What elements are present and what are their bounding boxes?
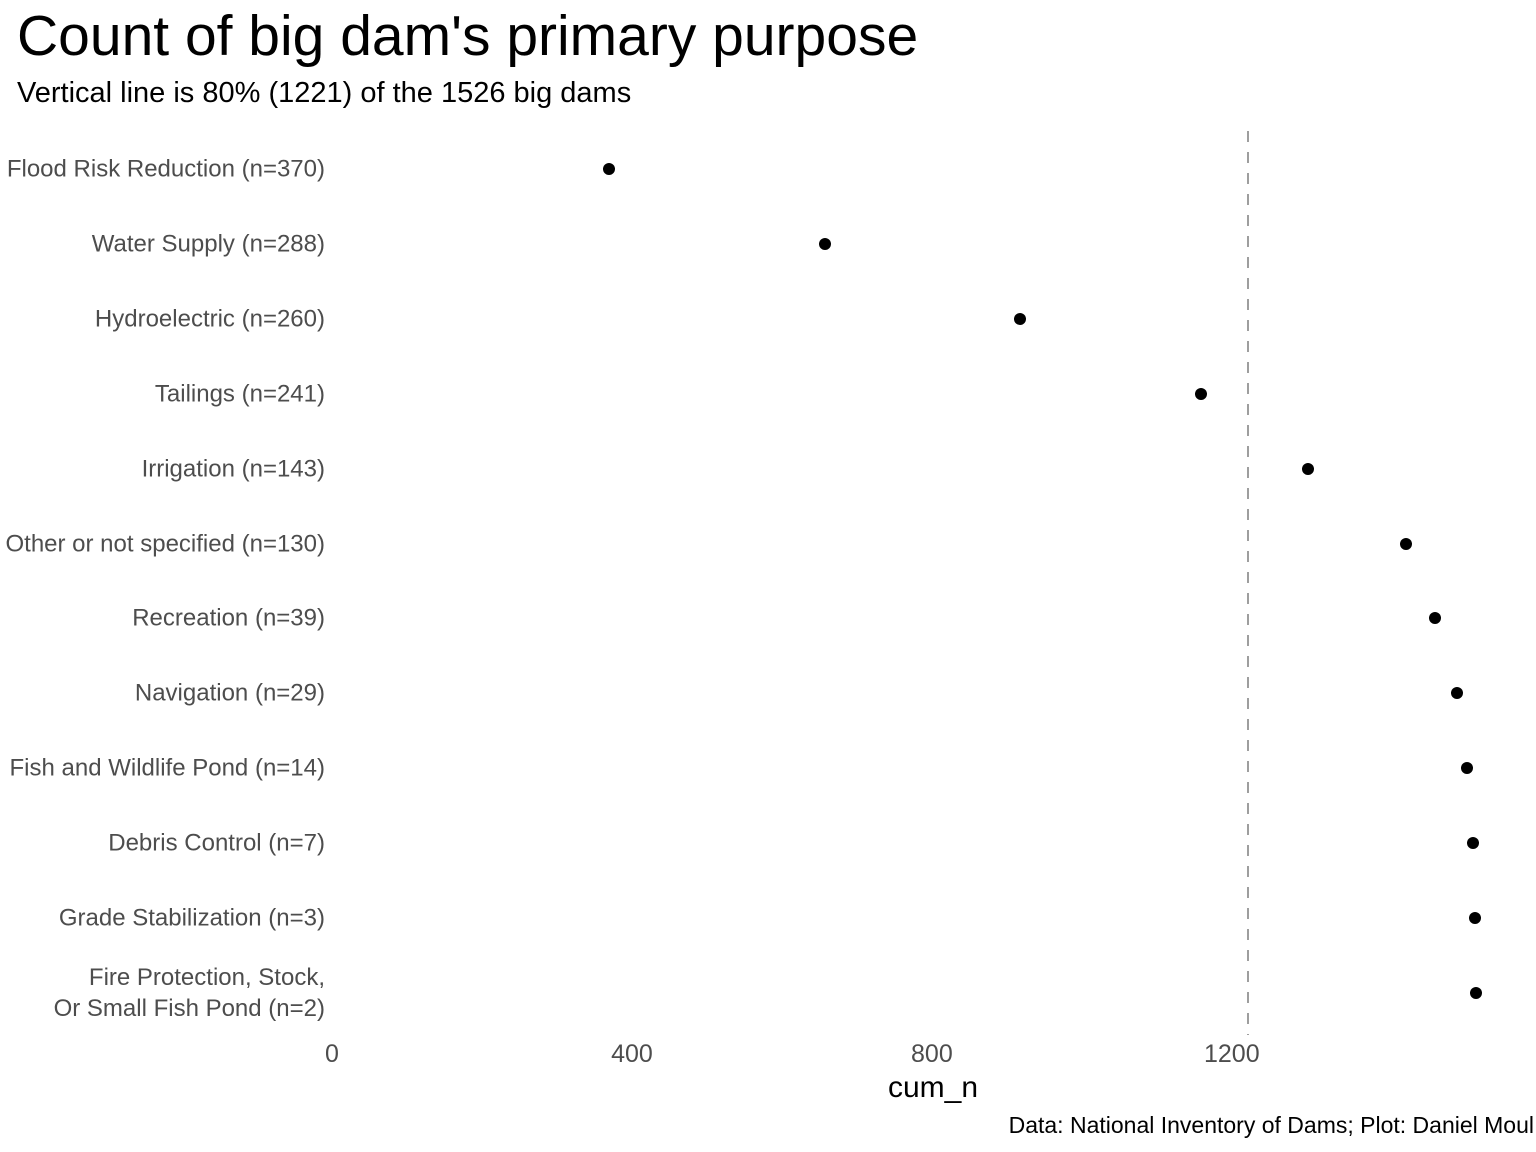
data-point xyxy=(1450,687,1463,700)
x-axis-tick-label: 800 xyxy=(911,1040,953,1068)
x-axis-tick-label: 400 xyxy=(611,1040,653,1068)
x-axis-tick-labels: 0 400 800 1200 xyxy=(0,1040,1536,1068)
reference-line-80pct xyxy=(1246,131,1249,1035)
data-point xyxy=(1195,387,1208,400)
y-axis-label: Flood Risk Reduction (n=370) xyxy=(6,155,325,183)
data-point xyxy=(1470,986,1483,999)
data-point xyxy=(1014,313,1027,326)
y-axis-label: Tailings (n=241) xyxy=(154,380,325,408)
x-axis-tick-label: 1200 xyxy=(1204,1040,1260,1068)
x-axis-title: cum_n xyxy=(887,1071,979,1104)
y-axis-label: Recreation (n=39) xyxy=(132,604,325,632)
data-point xyxy=(1461,762,1474,775)
chart-subtitle: Vertical line is 80% (1221) of the 1526 … xyxy=(17,77,632,109)
chart-caption: Data: National Inventory of Dams; Plot: … xyxy=(1008,1112,1534,1138)
data-point xyxy=(603,163,616,176)
data-point xyxy=(1468,911,1481,924)
y-axis-label: Navigation (n=29) xyxy=(134,679,325,707)
y-axis-labels: Flood Risk Reduction (n=370) Water Supply… xyxy=(0,132,325,1030)
data-point xyxy=(1466,836,1479,849)
y-axis-label: Debris Control (n=7) xyxy=(108,829,325,857)
data-point xyxy=(1399,537,1412,550)
y-axis-label: Fish and Wildlife Pond (n=14) xyxy=(9,754,326,782)
plot-panel xyxy=(332,131,1534,1035)
data-point xyxy=(1429,612,1442,625)
data-point xyxy=(819,238,832,251)
y-axis-label: Hydroelectric (n=260) xyxy=(94,305,325,333)
y-axis-label: Fire Protection, Stock, Or Small Fish Po… xyxy=(53,963,325,1022)
y-axis-label: Other or not specified (n=130) xyxy=(5,530,325,558)
y-axis-label: Irrigation (n=143) xyxy=(141,455,325,483)
x-axis-tick-label: 0 xyxy=(325,1040,339,1068)
chart-title: Count of big dam's primary purpose xyxy=(17,4,919,68)
data-point xyxy=(1302,462,1315,475)
y-axis-label: Grade Stabilization (n=3) xyxy=(58,904,325,932)
y-axis-label: Water Supply (n=288) xyxy=(91,230,325,258)
